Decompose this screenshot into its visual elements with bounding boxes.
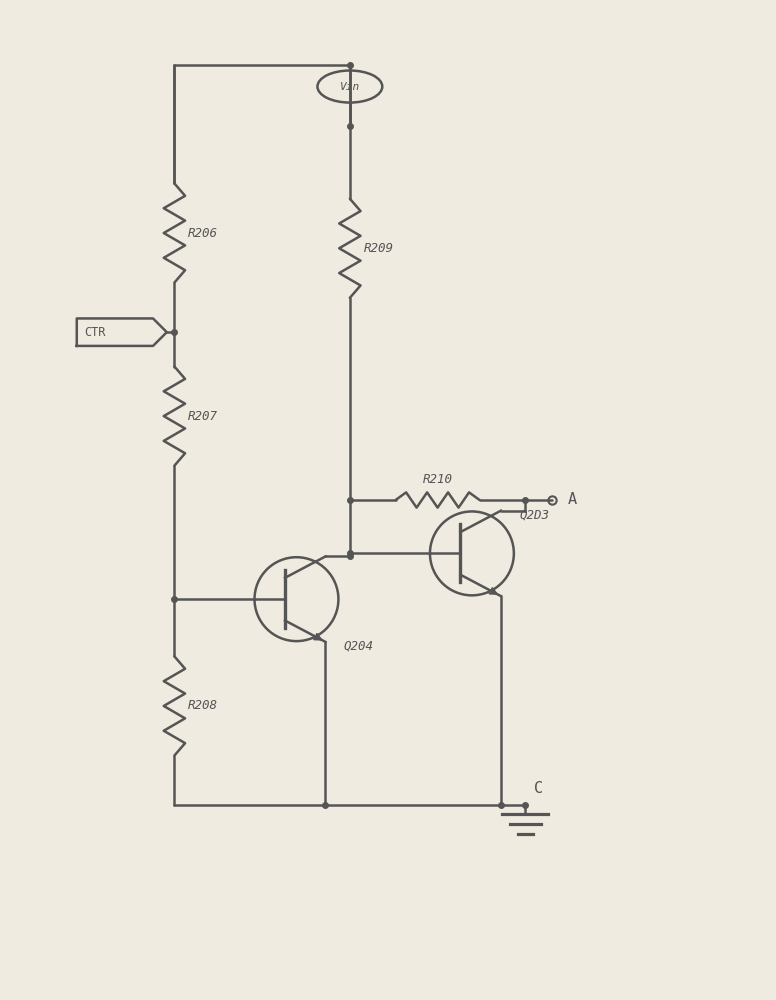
Text: Q2D3: Q2D3 [519,509,549,522]
Text: Vin: Vin [340,82,360,92]
Text: R206: R206 [188,227,218,240]
Text: R207: R207 [188,410,218,423]
Text: R208: R208 [188,699,218,712]
Text: Q204: Q204 [344,640,374,653]
Text: CTR: CTR [85,326,106,339]
Text: R209: R209 [364,242,393,255]
Text: C: C [535,781,543,796]
Text: A: A [567,492,577,507]
Text: R210: R210 [423,473,452,486]
